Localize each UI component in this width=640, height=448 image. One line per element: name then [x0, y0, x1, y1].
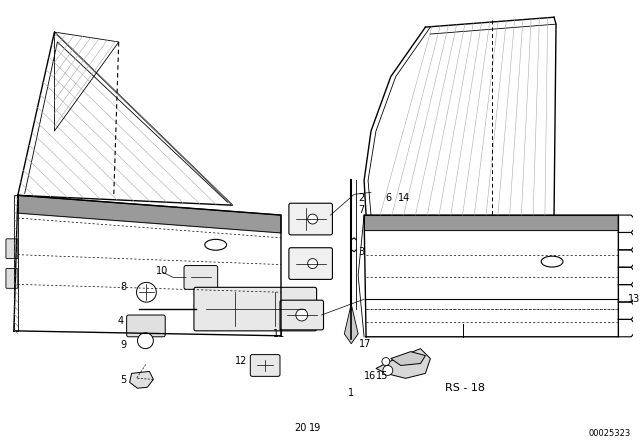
Text: 14: 14 — [397, 193, 410, 203]
Text: 5: 5 — [120, 375, 127, 385]
Polygon shape — [364, 215, 618, 230]
FancyBboxPatch shape — [289, 248, 332, 280]
Text: 9: 9 — [120, 340, 127, 350]
Circle shape — [308, 258, 317, 268]
Text: 3: 3 — [358, 247, 364, 257]
Text: 19: 19 — [309, 423, 321, 433]
Polygon shape — [18, 195, 281, 233]
Text: 16: 16 — [364, 371, 376, 381]
Text: 4: 4 — [118, 316, 124, 326]
Text: 00025323: 00025323 — [589, 429, 631, 438]
Circle shape — [138, 333, 154, 349]
Text: 8: 8 — [120, 282, 127, 292]
FancyBboxPatch shape — [280, 300, 324, 330]
Text: 2: 2 — [358, 193, 364, 203]
Circle shape — [136, 282, 156, 302]
FancyBboxPatch shape — [184, 266, 218, 289]
Text: 15: 15 — [376, 371, 389, 381]
Polygon shape — [344, 304, 358, 344]
FancyBboxPatch shape — [289, 203, 332, 235]
Polygon shape — [130, 371, 154, 388]
Ellipse shape — [205, 239, 227, 250]
Text: 6: 6 — [386, 193, 392, 203]
Circle shape — [382, 358, 390, 366]
Text: 10: 10 — [156, 267, 168, 276]
Text: 7: 7 — [358, 205, 364, 215]
Circle shape — [296, 309, 308, 321]
Text: 13: 13 — [628, 294, 640, 304]
Ellipse shape — [541, 256, 563, 267]
Text: 1: 1 — [348, 388, 355, 398]
Circle shape — [383, 366, 393, 375]
FancyBboxPatch shape — [6, 268, 18, 289]
Text: 17: 17 — [358, 339, 371, 349]
Polygon shape — [391, 352, 426, 366]
FancyBboxPatch shape — [6, 239, 18, 258]
FancyBboxPatch shape — [127, 315, 165, 337]
Polygon shape — [376, 349, 430, 379]
Text: 12: 12 — [235, 356, 247, 366]
Text: RS - 18: RS - 18 — [445, 383, 485, 393]
FancyBboxPatch shape — [194, 287, 317, 331]
Text: 11: 11 — [273, 329, 285, 339]
FancyBboxPatch shape — [250, 355, 280, 376]
Text: 20: 20 — [294, 423, 307, 433]
Circle shape — [308, 214, 317, 224]
